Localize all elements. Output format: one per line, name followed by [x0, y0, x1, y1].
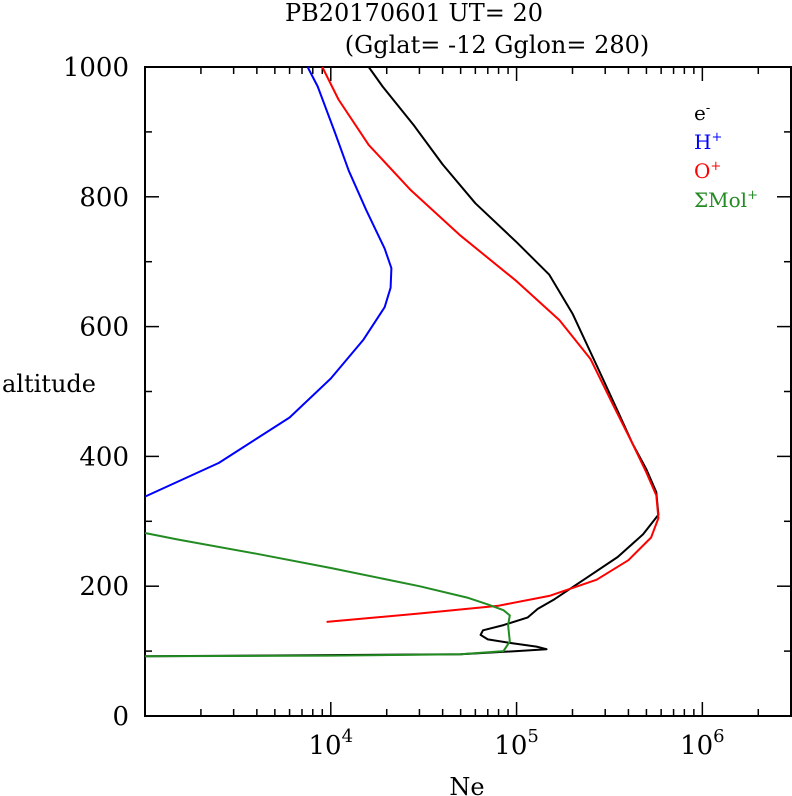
legend-item: O+: [694, 159, 721, 183]
y-tick-label: 1000: [63, 53, 129, 83]
axis-ticks: 0 200 400 600 800 1000 104 105 106: [63, 53, 792, 761]
chart-subtitle: (Gglat= -12 Gglon= 280): [345, 31, 650, 59]
series-line-1: [144, 66, 393, 498]
y-tick-label: 600: [79, 313, 129, 343]
y-tick-label: 400: [79, 442, 129, 472]
legend-item: H+: [694, 130, 722, 154]
x-tick-label: 105: [494, 726, 539, 761]
series-line-2: [321, 66, 660, 623]
x-tick-label: 106: [680, 726, 725, 761]
series-layer: [144, 66, 660, 658]
chart-title: PB20170601 UT= 20: [285, 0, 543, 27]
series-line-0: [144, 66, 660, 658]
x-tick-label: 104: [309, 726, 354, 761]
series-line-3: [144, 532, 511, 658]
y-tick-label: 0: [112, 702, 129, 732]
legend-item: ΣMol+: [694, 188, 758, 212]
legend: e- H+ O+ ΣMol+: [694, 101, 758, 212]
y-tick-label: 800: [79, 183, 129, 213]
y-tick-label: 200: [79, 572, 129, 602]
x-axis-label: Ne: [449, 773, 484, 796]
y-axis-label: altitude: [2, 370, 96, 398]
legend-item: e-: [694, 101, 710, 125]
